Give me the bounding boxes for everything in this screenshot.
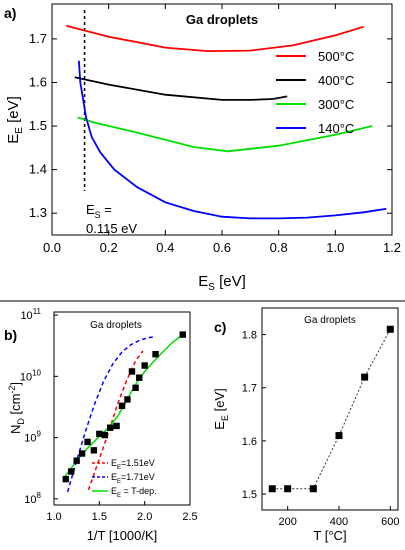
panel-a-x-tick-label: 1.0 — [326, 240, 344, 255]
panel-c-x-tick-label: 200 — [278, 516, 296, 528]
panel-b-data-point — [96, 430, 103, 438]
panel-b-y-axis-label: ND [cm-2] — [7, 382, 26, 434]
panel-b-label: b) — [4, 327, 17, 343]
panel-b-data-point — [179, 331, 186, 338]
panel-c-data-point — [309, 485, 317, 493]
panel-a-y-ticks: 1.3 1.4 1.5 1.6 1.7 — [29, 31, 392, 220]
panel-b-legend-label: EE = T-dep. — [111, 486, 157, 499]
panel-a-y-axis-label: EE [eV] — [5, 96, 25, 144]
panel-a-x-tick-label: 0.2 — [100, 240, 118, 255]
panel-b-data-point — [78, 450, 86, 457]
panel-c-frame — [261, 307, 399, 511]
panel-b-y-tick-label: 109 — [24, 430, 41, 445]
panel-a-x-tick-label: 0.4 — [156, 240, 174, 255]
panel-c-y-tick-label: 1.5 — [242, 489, 257, 501]
panel-b-points — [62, 331, 186, 483]
panel-a-series-line — [65, 24, 364, 53]
panel-b-data-point — [152, 350, 159, 358]
panel-c-y-ticks: 1.5 1.6 1.7 1.8 — [242, 330, 266, 501]
panel-b-x-tick-label: 1.0 — [46, 511, 61, 523]
panel-b-y-tick-label: 1010 — [20, 368, 42, 383]
panel-a-x-tick-label: 0.0 — [43, 240, 61, 255]
panel-b-x-tick-label: 2.5 — [182, 511, 197, 523]
panel-a-y-tick-label: 1.3 — [29, 205, 47, 220]
panel-b-frame — [53, 311, 191, 506]
panel-b-data-point — [101, 431, 108, 439]
panel-c-points — [268, 325, 394, 493]
panel-c-y-tick-label: 1.6 — [242, 436, 257, 448]
panel-b-x-tick-label: 2.0 — [137, 511, 152, 523]
panel-c-connector-line — [272, 329, 391, 490]
panel-b-data-point — [84, 438, 91, 446]
panel-b-data-point — [141, 362, 148, 369]
panel-b-y-tick-label: 1011 — [20, 307, 41, 322]
panel-b-data-point — [73, 457, 80, 464]
panel-a-series-line — [78, 60, 387, 220]
panel-b: b) Ga droplets 1.0 1.5 2.0 2.5 108109101010… — [4, 307, 198, 543]
panel-a-title: Ga droplets — [186, 12, 258, 27]
panel-a-legend-label: 500°C — [318, 49, 354, 64]
panel-a-x-axis-label: ES [eV] — [198, 273, 246, 293]
panel-a-x-ticks: 0.0 0.2 0.4 0.6 0.8 1.0 1.2 — [43, 4, 401, 255]
panel-a-x-tick-label: 1.2 — [383, 240, 401, 255]
panel-b-title: Ga droplets — [90, 320, 142, 331]
panel-b-data-point — [132, 384, 139, 391]
panel-a-series-line — [74, 76, 288, 101]
panel-a-y-tick-label: 1.7 — [29, 31, 47, 46]
panel-b-x-ticks: 1.0 1.5 2.0 2.5 — [46, 501, 198, 523]
panel-b-y-tick-label: 108 — [24, 491, 41, 506]
panel-c-connector — [272, 329, 391, 490]
panel-c-label: c) — [214, 319, 226, 335]
panel-c: c) Ga droplets 200 400 600 1.5 1.6 1.7 1.8 T … — [212, 307, 399, 543]
panel-a-legend-label: 400°C — [318, 73, 354, 88]
panel-a-series-line — [77, 116, 373, 153]
panel-c-x-tick-label: 600 — [381, 516, 399, 528]
panel-b-data-point — [136, 374, 143, 381]
panel-c-y-axis-label: EE [eV] — [212, 388, 230, 429]
panel-b-data-point — [118, 402, 126, 410]
panel-a-legend-label: 140°C — [318, 121, 354, 136]
panel-b-data-point — [124, 396, 131, 403]
panel-a-y-tick-label: 1.4 — [29, 162, 47, 177]
panel-c-data-point — [386, 325, 394, 333]
panel-c-data-point — [284, 485, 292, 493]
panel-c-data-point — [335, 432, 343, 440]
panel-b-data-point — [128, 368, 136, 375]
panel-a-frame — [51, 3, 393, 236]
panel-a-legend-label: 300°C — [318, 97, 354, 112]
panel-a-series — [65, 24, 387, 220]
panel-c-y-tick-label: 1.8 — [242, 330, 257, 342]
panel-c-y-tick-label: 1.7 — [242, 383, 257, 395]
panel-a-annotation-line2: 0.115 eV — [86, 221, 137, 236]
panel-b-data-point — [90, 447, 98, 454]
panel-b-data-point — [62, 475, 69, 483]
panel-a-y-tick-label: 1.6 — [29, 74, 47, 89]
panel-b-series — [64, 334, 184, 493]
panel-a-x-tick-label: 0.6 — [213, 240, 231, 255]
panel-c-x-ticks: 200 400 600 — [278, 506, 399, 528]
panel-b-data-point — [68, 468, 75, 475]
panel-b-y-ticks: 108 109 1010 1011 — [20, 307, 58, 506]
panel-a-y-tick-label: 1.5 — [29, 118, 47, 133]
panel-a-legend: 500°C 400°C 300°C 140°C — [276, 49, 354, 136]
panel-b-data-point — [113, 422, 120, 430]
panel-c-x-axis-label: T [°C] — [313, 528, 346, 543]
panel-c-title: Ga droplets — [304, 315, 356, 326]
panel-b-series-line — [66, 336, 156, 493]
panel-b-legend-label: EE=1.51eV — [111, 458, 155, 471]
panel-c-x-tick-label: 400 — [330, 516, 348, 528]
panel-a: a) Ga droplets 0.0 0.2 0.4 0.6 0.8 1.0 1.2 1.3… — [4, 3, 401, 293]
panel-b-data-point — [107, 424, 114, 431]
panel-a-label: a) — [4, 5, 16, 21]
panel-b-x-tick-label: 1.5 — [92, 511, 107, 523]
panel-c-data-point — [268, 485, 276, 493]
panel-b-legend-label: EE=1.71eV — [111, 472, 155, 485]
panel-c-data-point — [361, 373, 369, 381]
panel-a-annotation-line1: ES = — [86, 202, 112, 220]
panel-b-x-axis-label: 1/T [1000/K] — [87, 528, 158, 543]
panel-a-x-tick-label: 0.8 — [270, 240, 288, 255]
